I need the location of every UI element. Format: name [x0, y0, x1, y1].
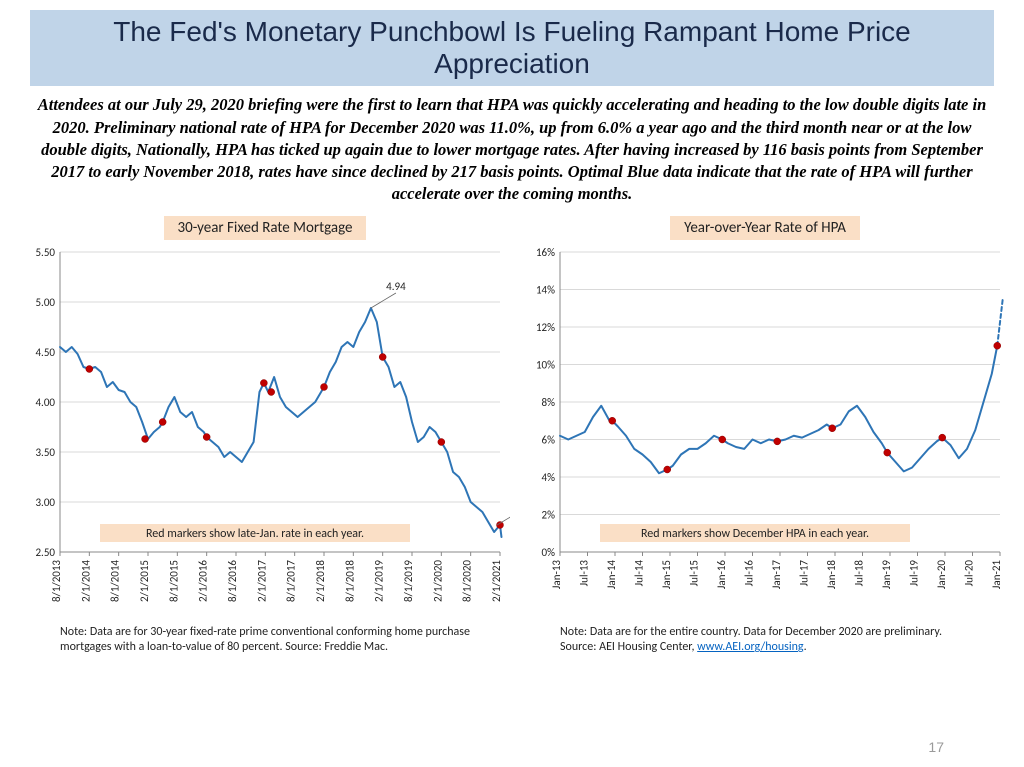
svg-text:8%: 8%: [542, 396, 556, 409]
svg-text:2.50: 2.50: [35, 546, 55, 559]
svg-text:Jan-16: Jan-16: [715, 559, 728, 588]
svg-text:Jul-17: Jul-17: [798, 559, 811, 586]
chart-left-plot: 2.50 3.00 3.50 4.00 4.50 5.00 5.50 8/1/2013 2/1/…: [20, 242, 510, 617]
svg-text:8/1/2014: 8/1/2014: [109, 559, 122, 601]
svg-text:2/1/2016: 2/1/2016: [197, 559, 210, 601]
chart-right-plot: 0% 2% 4% 6% 8% 10% 12% 14% 16% Jan-13 Jul-13 Jan-14…: [520, 242, 1010, 617]
page-number: 17: [928, 739, 944, 755]
svg-text:2/1/2014: 2/1/2014: [79, 559, 92, 601]
svg-text:Jul-19: Jul-19: [908, 559, 921, 586]
note-link[interactable]: www.AEI.org/housing: [697, 640, 803, 654]
svg-text:8/1/2015: 8/1/2015: [167, 560, 180, 602]
svg-text:16%: 16%: [536, 246, 555, 259]
svg-text:8/1/2013: 8/1/2013: [50, 559, 63, 601]
svg-text:3.50: 3.50: [35, 446, 55, 459]
svg-text:14%: 14%: [536, 283, 555, 296]
svg-text:Jul-15: Jul-15: [688, 560, 701, 586]
svg-text:Jan-18: Jan-18: [825, 559, 838, 588]
svg-text:Jul-13: Jul-13: [578, 559, 591, 586]
svg-text:4.94: 4.94: [386, 280, 406, 293]
svg-text:5.00: 5.00: [35, 296, 55, 309]
svg-text:2/1/2015: 2/1/2015: [138, 560, 151, 602]
svg-text:12%: 12%: [536, 321, 555, 334]
subtitle-paragraph: Attendees at our July 29, 2020 briefing …: [28, 94, 996, 205]
svg-text:Jan-15: Jan-15: [660, 560, 673, 589]
svg-text:Jan-19: Jan-19: [880, 559, 893, 588]
svg-text:2/1/2018: 2/1/2018: [314, 559, 327, 601]
svg-text:Red markers show late-Jan. rat: Red markers show late-Jan. rate in each …: [146, 527, 364, 541]
svg-text:10%: 10%: [536, 358, 555, 371]
chart-right-column: Year-over-Year Rate of HPA 0% 2% 4% 6% 8% 10%…: [520, 216, 1010, 656]
title-bar: The Fed's Monetary Punchbowl Is Fueling …: [30, 10, 994, 86]
chart-left-column: 30-year Fixed Rate Mortgage 2.50 3.00 3.50…: [20, 216, 510, 656]
svg-text:Jan-14: Jan-14: [605, 559, 618, 588]
svg-text:8/1/2020: 8/1/2020: [461, 559, 474, 601]
svg-text:Jul-16: Jul-16: [743, 559, 756, 586]
svg-text:4.00: 4.00: [35, 396, 55, 409]
svg-text:Jan-17: Jan-17: [770, 559, 783, 588]
svg-text:0%: 0%: [542, 546, 556, 559]
svg-text:8/1/2016: 8/1/2016: [226, 559, 239, 601]
svg-text:2/1/2017: 2/1/2017: [255, 559, 268, 601]
svg-text:2/1/2019: 2/1/2019: [373, 559, 386, 601]
svg-text:4.50: 4.50: [35, 346, 55, 359]
svg-text:8/1/2017: 8/1/2017: [285, 559, 298, 601]
svg-text:Jul-20: Jul-20: [963, 559, 976, 586]
svg-text:4%: 4%: [542, 471, 556, 484]
page-title: The Fed's Monetary Punchbowl Is Fueling …: [40, 16, 984, 80]
svg-text:8/1/2018: 8/1/2018: [343, 559, 356, 601]
note-tail: .: [804, 640, 807, 654]
svg-text:6%: 6%: [542, 433, 556, 446]
svg-text:Jan-13: Jan-13: [550, 559, 563, 588]
svg-text:3.00: 3.00: [35, 496, 55, 509]
svg-text:Red markers show December HPA: Red markers show December HPA in each ye…: [641, 527, 869, 541]
chart-left-title: 30-year Fixed Rate Mortgage: [164, 216, 367, 240]
svg-text:2/1/2021: 2/1/2021: [490, 559, 503, 601]
svg-text:Jul-14: Jul-14: [633, 559, 646, 586]
svg-text:Jul-18: Jul-18: [853, 559, 866, 586]
svg-text:2/1/2020: 2/1/2020: [431, 559, 444, 601]
chart-right-note: Note: Data are for the entire country. D…: [520, 625, 980, 656]
svg-text:2%: 2%: [542, 508, 556, 521]
charts-row: 30-year Fixed Rate Mortgage 2.50 3.00 3.50…: [20, 216, 1004, 656]
chart-left-note: Note: Data are for 30-year fixed-rate pr…: [20, 625, 480, 656]
chart-right-title: Year-over-Year Rate of HPA: [670, 216, 860, 240]
svg-text:Jan-21: Jan-21: [990, 559, 1003, 588]
svg-text:Jan-20: Jan-20: [935, 559, 948, 588]
svg-text:5.50: 5.50: [35, 246, 55, 259]
svg-text:8/1/2019: 8/1/2019: [402, 559, 415, 601]
